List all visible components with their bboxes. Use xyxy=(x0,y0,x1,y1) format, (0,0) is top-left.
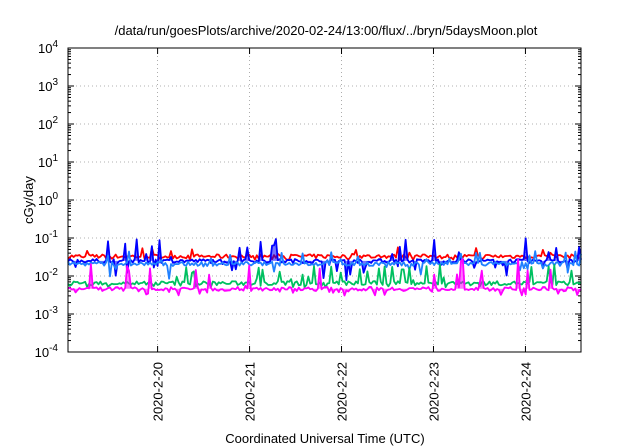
x-tick-label: 2020-2-20 xyxy=(151,362,166,421)
x-tick-label: 2020-2-24 xyxy=(518,362,533,421)
data-series xyxy=(67,237,582,297)
y-tick-label: 101 xyxy=(38,153,58,170)
x-axis-label: Coordinated Universal Time (UTC) xyxy=(225,431,424,446)
x-tick-label: 2020-2-23 xyxy=(426,362,441,421)
series-1-line xyxy=(67,246,582,262)
y-tick-label: 10-1 xyxy=(35,229,59,246)
series-4-line xyxy=(67,263,582,289)
chart-title: /data/run/goesPlots/archive/2020-02-24/1… xyxy=(115,23,538,38)
y-axis-label: cGy/day xyxy=(21,176,36,224)
x-tick-label: 2020-2-21 xyxy=(243,362,258,421)
y-tick-label: 102 xyxy=(38,115,58,132)
y-tick-label: 10-4 xyxy=(35,343,59,360)
y-tick-label: 100 xyxy=(38,191,58,208)
y-tick-label: 10-3 xyxy=(35,305,59,322)
x-tick-label: 2020-2-22 xyxy=(335,362,350,421)
y-tick-label: 104 xyxy=(38,39,58,56)
series-5-line xyxy=(67,258,582,297)
y-tick-label: 103 xyxy=(38,77,58,94)
x-axis: 2020-2-20 2020-2-21 2020-2-22 2020-2-23 2020… xyxy=(151,48,533,421)
plot-frame xyxy=(67,47,582,353)
y-axis: 10-4 10-3 10-2 10-1 100 101 102 103 104 xyxy=(35,39,581,360)
grid-lines xyxy=(68,48,581,352)
series-2-line xyxy=(67,237,582,282)
series-3-line xyxy=(67,250,582,280)
series-5-fill xyxy=(68,259,581,296)
y-tick-label: 10-2 xyxy=(35,267,59,284)
